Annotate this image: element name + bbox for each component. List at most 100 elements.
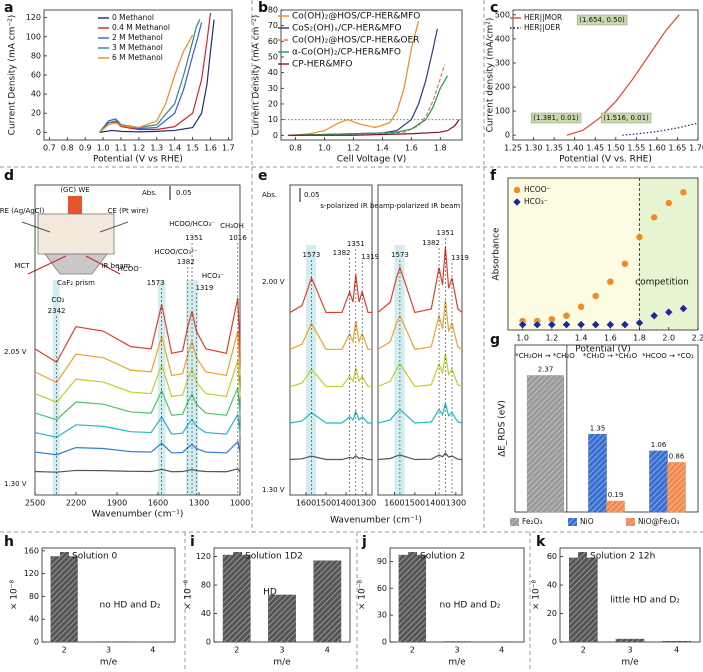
annotation: RE (Ag/AgCl) (0, 207, 45, 215)
cell (37, 213, 115, 255)
marker (635, 233, 644, 241)
y-tick-label: 40 (268, 68, 278, 77)
line-series (377, 300, 463, 350)
x-tick-label: 1.6 (604, 334, 617, 343)
y-tick-label: 0 (382, 638, 387, 647)
annotation: HCOO/CO₃²⁻ (154, 248, 198, 256)
line-series (377, 451, 463, 461)
annotation: HD (263, 588, 277, 598)
axes-frame (512, 9, 699, 141)
value-label: 0.86 (669, 452, 685, 460)
x-tick-label: 1.2 (545, 334, 558, 343)
legend-swatch-hatch (626, 518, 635, 526)
y-tick-label: 40 (547, 581, 557, 590)
x-tick-label: 1.35 (545, 144, 563, 153)
legend-swatch-hatch (568, 518, 577, 526)
panel-letter: e (258, 168, 268, 184)
highlight (158, 280, 166, 495)
x-tick-label: 1.4 (168, 144, 181, 153)
y-axis-label: Current Density (mA cm⁻²) (8, 15, 18, 136)
marker (562, 311, 571, 320)
annotation: HCOO/HCO₃⁻ (169, 220, 215, 228)
y-tick-label: 160 (24, 546, 39, 555)
x-tick-label: 3 (627, 646, 632, 655)
line-series (288, 20, 420, 136)
bar-hatch (569, 557, 598, 642)
y-tick-label: 100 (495, 107, 510, 116)
y-tick-label: 80 (29, 592, 39, 601)
annotation: Abs. (142, 189, 157, 197)
panel-letter: h (4, 534, 14, 550)
y-tick-label: 50 (268, 52, 278, 61)
legend-label: 2 M Methanol (112, 33, 163, 42)
peak-label: 1382 (177, 258, 195, 266)
legend-label: NiO (580, 517, 594, 526)
line-series (34, 387, 241, 421)
marker (679, 188, 688, 197)
line-series (34, 360, 241, 403)
legend-label: 6 M Methanol (112, 53, 163, 62)
x-tick-label: 1.65 (669, 144, 687, 153)
x-tick-label: 1.40 (566, 144, 584, 153)
y-tick-label: 100 (26, 32, 41, 41)
highlight (52, 280, 60, 495)
peak-label: 1573 (302, 251, 320, 259)
axes-frame (280, 9, 463, 141)
x-tick-label: 1300 (446, 499, 466, 508)
x-tick-label: 4 (674, 646, 679, 655)
line-series (34, 440, 241, 456)
value-label: 1.35 (590, 424, 606, 432)
line-series (34, 468, 241, 473)
x-tick-label: 1.7 (222, 144, 235, 153)
peak-label: 1016 (229, 234, 247, 242)
panel-letter: j (361, 534, 367, 550)
y-tick-label: 80 (201, 581, 211, 590)
y-tick-label: 10 (268, 115, 278, 124)
line-series (377, 353, 463, 388)
x-tick-label: 1600 (296, 499, 316, 508)
x-tick-label: 1.0 (516, 334, 529, 343)
y-tick-label: 0 (36, 128, 41, 137)
x-tick-label: 1.6 (405, 144, 418, 153)
y-tick-label: 120 (196, 552, 211, 561)
annotation: (1.516, 0.01) (603, 114, 649, 122)
x-tick-label: 4 (150, 646, 155, 655)
bar-hatch (527, 375, 564, 512)
y-tick-label: 20 (547, 609, 557, 618)
marker (518, 320, 527, 329)
y-axis-label: Absorbance (492, 227, 502, 281)
peak-label: 1319 (195, 284, 213, 292)
annotation: competition (635, 278, 689, 288)
y-tick-label: 400 (495, 34, 510, 43)
annotation: no HD and D₂ (440, 601, 501, 611)
legend-swatch (513, 186, 521, 194)
x-tick-label: 1.70 (689, 144, 703, 153)
legend-label: 0.4 M Methanol (112, 23, 170, 32)
x-tick-label: 1.30 (525, 144, 543, 153)
annotation: *HCOO → *CO₂ (642, 352, 694, 360)
peak-label: 1382 (422, 239, 440, 247)
x-tick-label: 1.45 (586, 144, 604, 153)
x-tick-label: 2500 (25, 499, 45, 508)
y-tick-label: 200 (495, 83, 510, 92)
x-axis-label: Potential (V vs. RHE) (559, 155, 652, 165)
axes-frame (377, 184, 463, 496)
axes-frame (507, 177, 699, 331)
y-tick-label: 0 (206, 638, 211, 647)
peak-label: 1351 (436, 229, 454, 237)
bar-hatch (313, 560, 341, 642)
x-tick-label: 0.8 (289, 144, 302, 153)
annotation: 0.05 (304, 191, 320, 199)
bar-hatch (662, 641, 691, 642)
bar-hatch (398, 555, 426, 642)
marker (605, 320, 615, 329)
peak-label: 1351 (185, 234, 203, 242)
annotation: (1.381, 0.01) (533, 114, 579, 122)
legend-label: 0 Methanol (112, 13, 154, 22)
x-tick-label: 1000 (230, 499, 250, 508)
arrow (21, 221, 51, 233)
y-axis-label: Current density (mA/cm²) (486, 18, 496, 133)
legend-label: 3 M Methanol (112, 43, 163, 52)
arrow (99, 221, 129, 233)
marker (562, 320, 571, 329)
